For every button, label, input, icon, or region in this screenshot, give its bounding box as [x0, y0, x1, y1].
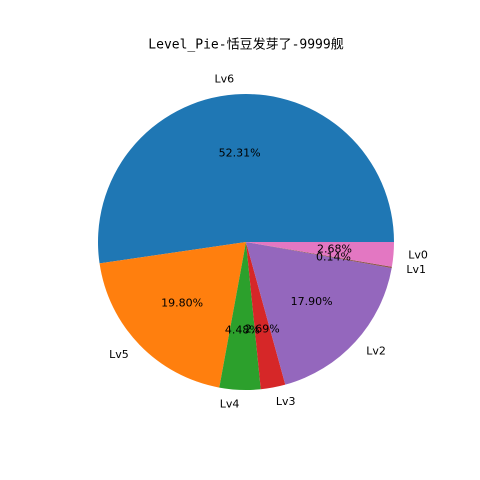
pie-slice [246, 242, 286, 390]
value-label: 4.48% [225, 324, 260, 337]
pie-slice [246, 242, 392, 269]
value-label: 52.31% [219, 146, 261, 159]
value-label: 17.90% [291, 295, 333, 308]
pie-slice [246, 242, 395, 267]
pie-slice [219, 242, 261, 390]
value-label: 19.80% [161, 297, 203, 310]
category-label: Lv1 [406, 263, 426, 276]
pie-slice [246, 242, 392, 385]
category-label: Lv2 [366, 345, 386, 358]
value-label: 2.69% [245, 322, 280, 335]
value-label: 0.14% [316, 250, 351, 263]
category-label: Lv4 [220, 398, 240, 411]
pie-slice [99, 242, 246, 388]
value-label: 2.68% [317, 242, 352, 255]
chart-title: Level_Pie-恬豆发芽了-9999舰 [148, 37, 343, 53]
category-label: Lv3 [276, 395, 296, 408]
category-label: Lv0 [408, 249, 428, 262]
category-label: Lv6 [215, 73, 235, 86]
category-label: Lv5 [109, 348, 129, 361]
pie-slice [98, 94, 394, 264]
